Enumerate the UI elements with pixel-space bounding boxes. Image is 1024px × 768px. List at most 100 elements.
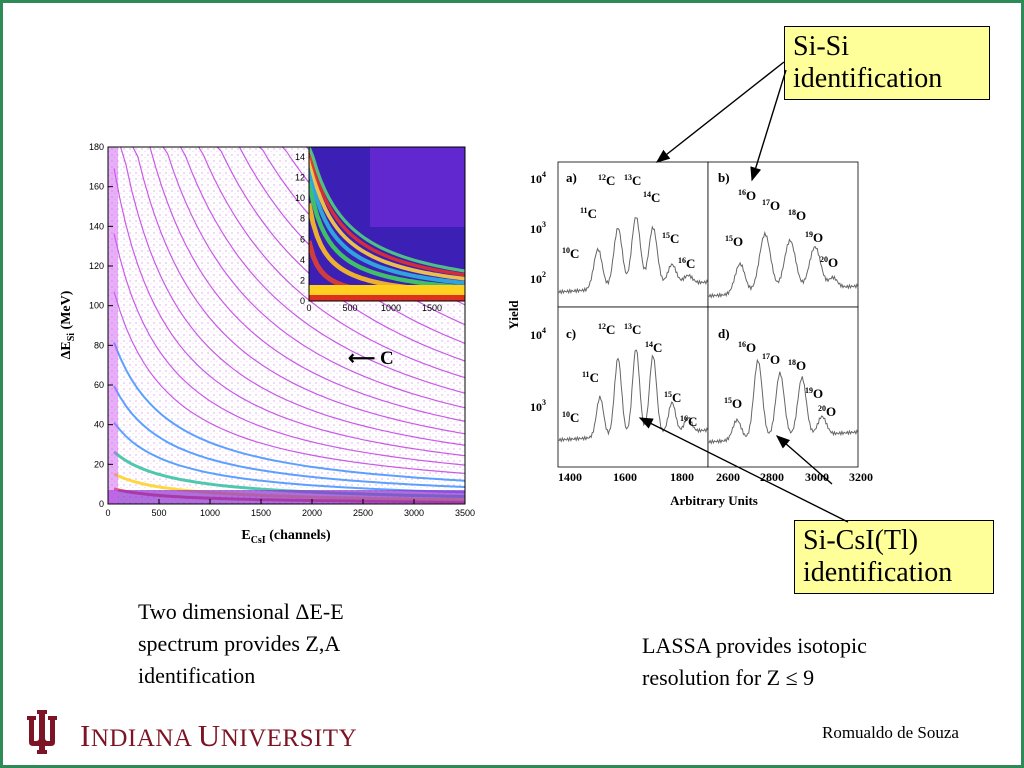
arbitrary-units-label: Arbitrary Units	[670, 493, 758, 508]
inset-y-tick-label: 14	[295, 152, 305, 162]
y-tick-label: 40	[94, 420, 104, 430]
panel-tag: b)	[718, 170, 730, 185]
caption-left-line2: spectrum provides Z,A	[138, 631, 341, 656]
inset-y-tick-label: 2	[300, 275, 305, 285]
caption-left-line1: Two dimensional ΔE-E	[138, 599, 344, 624]
arrow-to-panel-b	[750, 69, 787, 182]
y-tick-label: 60	[94, 380, 104, 390]
inset-y-tick-label: 12	[295, 173, 305, 183]
isotope-label: 11C	[582, 370, 599, 385]
arrow-to-panel-c	[638, 417, 849, 523]
inset-y-tick-label: 8	[300, 214, 305, 224]
arrow-to-panel-d	[775, 435, 833, 485]
carbon-marker: ⟵ C	[348, 348, 394, 369]
x-tick-label: 1600	[613, 470, 637, 484]
y-tick-label: 104	[530, 326, 546, 342]
x-tick-label: 3000	[805, 470, 829, 484]
x-tick-label: 500	[151, 508, 166, 518]
isotope-label: 17O	[762, 198, 780, 213]
x-tick-label: 1800	[670, 470, 694, 484]
isotope-label: 14C	[643, 190, 660, 205]
inset-x-tick-label: 1000	[381, 303, 401, 313]
isotope-label: 15C	[664, 390, 681, 405]
y-tick-label: 103	[530, 220, 546, 236]
isotope-label: 16O	[738, 188, 756, 203]
spectrum-b	[707, 230, 859, 299]
isotope-label: 14C	[645, 340, 662, 355]
inset-y-tick-label: 10	[295, 193, 305, 203]
panel-tag: c)	[566, 326, 576, 341]
isotope-label: 17O	[762, 352, 780, 367]
x-tick-label: 2600	[716, 470, 740, 484]
caption-left: Two dimensional ΔE-E spectrum provides Z…	[138, 596, 344, 692]
isotope-label: 15O	[725, 234, 743, 249]
isotope-label: 10C	[562, 246, 579, 261]
panel-tag: d)	[718, 326, 730, 341]
y-tick-label: 104	[530, 170, 546, 186]
inset-y-tick-label: 6	[300, 234, 305, 244]
x-tick-label: 3000	[404, 508, 424, 518]
y-tick-label: 180	[89, 142, 104, 152]
isotope-label: 13C	[624, 173, 641, 188]
y-tick-label: 100	[89, 301, 104, 311]
callout-si-csi-line2: identification	[803, 557, 953, 588]
callout-si-si-line2: identification	[793, 63, 943, 94]
y-tick-label: 102	[530, 270, 546, 286]
inset-x-tick-label: 500	[342, 303, 357, 313]
iu-trident-logo-icon	[27, 710, 57, 754]
inset-y-tick-label: 4	[300, 255, 305, 265]
y-axis-label: ΔESi (MeV)	[59, 290, 77, 359]
x-axis-label: ECsI (channels)	[241, 528, 331, 546]
inset-spectrum	[309, 147, 465, 301]
isotope-label: 12C	[598, 322, 615, 337]
y-tick-label: 20	[94, 459, 104, 469]
isotope-label: 16O	[738, 340, 756, 355]
y-tick-label: 80	[94, 340, 104, 350]
x-tick-label: 1400	[558, 470, 582, 484]
isotope-label: 15O	[724, 396, 742, 411]
y-tick-label: 120	[89, 261, 104, 271]
callout-si-si-line1: Si-Si	[793, 31, 850, 62]
caption-right-line2: resolution for Z ≤ 9	[642, 665, 815, 690]
isotope-label: 18O	[788, 208, 806, 223]
isotope-label: 18O	[788, 358, 806, 373]
isotope-label: 19O	[805, 386, 823, 401]
y-tick-label: 160	[89, 182, 104, 192]
caption-left-line3: identification	[138, 663, 256, 688]
spectrum-c	[557, 349, 709, 443]
y-tick-label: 140	[89, 221, 104, 231]
y-tick-label: 103	[530, 398, 546, 414]
yield-axis-label: Yield	[506, 300, 521, 330]
inset-x-tick-label: 0	[306, 303, 311, 313]
inset-y-tick-label: 0	[300, 296, 305, 306]
x-tick-label: 2000	[302, 508, 322, 518]
isotope-label: 16C	[678, 256, 695, 271]
isotope-label: 19O	[805, 230, 823, 245]
x-tick-label: 2500	[353, 508, 373, 518]
indiana-university-wordmark: INDIANA UNIVERSITY	[80, 718, 358, 753]
callout-si-csi-line1: Si-CsI(Tl)	[803, 525, 919, 556]
y-tick-label: 0	[99, 499, 104, 509]
caption-right-line1: LASSA provides isotopic	[642, 633, 867, 658]
x-tick-label: 0	[105, 508, 110, 518]
x-tick-label: 1500	[251, 508, 271, 518]
inset-x-tick-label: 1500	[422, 303, 442, 313]
isotope-label: 20O	[820, 255, 838, 270]
callout-si-csi: Si-CsI(Tl) identification	[794, 520, 994, 594]
spectrum-a	[557, 217, 709, 295]
isotope-label: 10C	[562, 410, 579, 425]
isotope-label: 16C	[680, 414, 697, 429]
x-tick-label: 1000	[200, 508, 220, 518]
x-tick-label: 3500	[455, 508, 475, 518]
caption-right: LASSA provides isotopic resolution for Z…	[642, 630, 867, 694]
isotope-label: 15C	[662, 231, 679, 246]
isotope-label: 20O	[818, 404, 836, 419]
arrow-to-panel-a	[655, 61, 785, 163]
isotope-label: 12C	[598, 173, 615, 188]
x-tick-label: 3200	[849, 470, 873, 484]
callout-si-si: Si-Si identification	[784, 26, 990, 100]
author-name: Romualdo de Souza	[822, 723, 959, 742]
